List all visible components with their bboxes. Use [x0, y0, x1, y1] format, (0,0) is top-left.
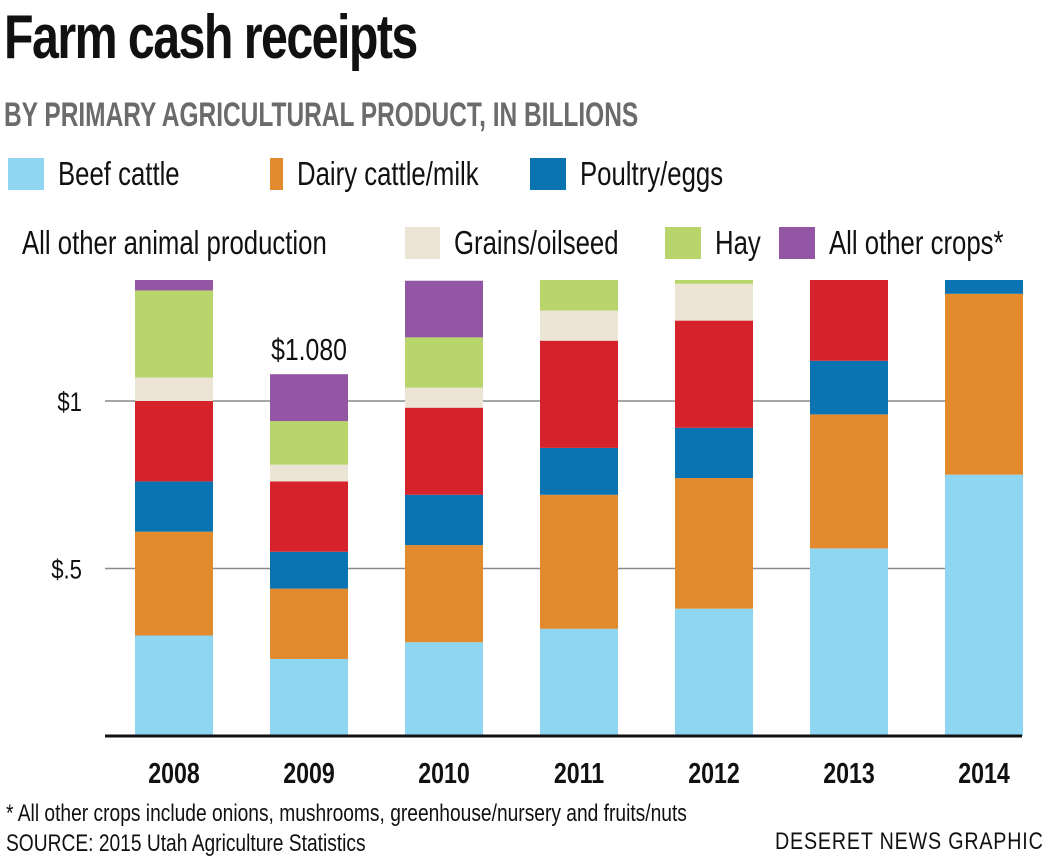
- y-tick-label-1: $1: [57, 388, 82, 418]
- bar-segment-2008-4: [135, 377, 213, 401]
- bar-segment-2010-0: [405, 642, 483, 736]
- bar-segment-2011-0: [540, 628, 618, 736]
- bar-segment-2010-4: [405, 387, 483, 408]
- x-tick-label-2013: 2013: [823, 756, 875, 789]
- bar-segment-2009-1: [270, 588, 348, 659]
- total-label-2009: $1.080: [271, 333, 347, 367]
- bar-segment-2008-0: [135, 635, 213, 736]
- x-tick-label-2008: 2008: [148, 756, 200, 789]
- bar-segment-2011-5: [540, 280, 618, 311]
- legend-label-poultry-eggs: Poultry/eggs: [580, 155, 724, 192]
- bar-segment-2009-3: [270, 481, 348, 552]
- bar-segment-2010-5: [405, 337, 483, 388]
- x-tick-label-2010: 2010: [418, 756, 470, 789]
- stacked-bar-chart: $.5$1$1.5$2$2.5$1.4732008$1.0802009$1.34…: [51, 280, 1023, 790]
- chart-title: Farm cash receipts: [4, 3, 418, 72]
- bar-segment-2009-2: [270, 551, 348, 589]
- bar-segment-2008-1: [135, 531, 213, 636]
- legend-item-hay: Hay: [665, 224, 779, 262]
- legend-swatch-grains-oilseed: [405, 227, 441, 259]
- bar-segment-2014-0: [945, 474, 1023, 736]
- x-tick-label-2012: 2012: [688, 756, 740, 789]
- bar-segment-2010-3: [405, 407, 483, 495]
- bar-segment-2011-2: [540, 447, 618, 495]
- bar-segment-2008-2: [135, 481, 213, 532]
- bar-segment-2014-1: [945, 293, 1023, 475]
- bar-segment-2012-3: [675, 320, 753, 428]
- legend-item-dairy-cattle: Dairy cattle/milk: [270, 155, 530, 193]
- legend-label-dairy-cattle: Dairy cattle/milk: [297, 155, 479, 192]
- bar-segment-2012-1: [675, 478, 753, 609]
- bar-segment-2008-3: [135, 401, 213, 482]
- bar-segment-2011-3: [540, 340, 618, 448]
- bar-segment-2010-6: [405, 280, 483, 338]
- bar-segment-2011-4: [540, 310, 618, 341]
- legend-item-beef-cattle: Beef cattle: [8, 155, 270, 193]
- bar-segment-2013-0: [810, 548, 888, 736]
- bar-segment-2009-0: [270, 658, 348, 736]
- legend-swatch-beef-cattle: [8, 158, 44, 190]
- legend-label-beef-cattle: Beef cattle: [58, 155, 180, 192]
- bar-segment-2010-2: [405, 494, 483, 546]
- legend-swatch-hay: [665, 227, 701, 259]
- legend-swatch-poultry-eggs: [530, 158, 566, 190]
- graphic-credit: DESERET NEWS GRAPHIC: [775, 828, 1044, 855]
- legend-label-grains-oilseed: Grains/oilseed: [454, 224, 619, 261]
- bar-segment-2012-0: [675, 608, 753, 736]
- x-tick-label-2014: 2014: [958, 756, 1010, 789]
- legend-label-hay: Hay: [715, 224, 761, 261]
- chart-subtitle: BY PRIMARY AGRICULTURAL PRODUCT, IN BILL…: [4, 96, 639, 134]
- legend-label-other-animal: All other animal production: [22, 224, 327, 261]
- bar-segment-2009-4: [270, 464, 348, 482]
- legend-swatch-other-crops: [779, 227, 815, 259]
- bar-segment-2008-5: [135, 290, 213, 378]
- bar-segment-2012-5: [675, 280, 753, 284]
- bar-segment-2009-6: [270, 374, 348, 422]
- legend-item-grains-oilseed: Grains/oilseed: [405, 224, 665, 262]
- bar-segment-2008-6: [135, 280, 213, 291]
- legend-row-1: Beef cattle Dairy cattle/milk Poultry/eg…: [8, 155, 763, 193]
- source-note: SOURCE: 2015 Utah Agriculture Statistics: [6, 830, 366, 857]
- bar-segment-2010-1: [405, 545, 483, 643]
- bar-segment-2014-2: [945, 280, 1023, 294]
- legend-item-other-crops: All other crops*: [779, 224, 1050, 262]
- bar-segment-2012-2: [675, 427, 753, 479]
- legend-row-2: All other animal production Grains/oilse…: [8, 224, 1050, 262]
- x-tick-label-2011: 2011: [554, 756, 604, 789]
- bar-segment-2011-1: [540, 494, 618, 629]
- legend-item-poultry-eggs: Poultry/eggs: [530, 155, 763, 193]
- bar-segment-2009-5: [270, 421, 348, 465]
- legend-item-other-animal: All other animal production: [8, 224, 405, 262]
- legend-label-other-crops: All other crops*: [829, 224, 1004, 261]
- legend-swatch-dairy-cattle: [270, 158, 284, 190]
- bar-segment-2013-1: [810, 414, 888, 549]
- footnote: * All other crops include onions, mushro…: [6, 800, 687, 827]
- bar-segment-2013-3: [810, 280, 888, 361]
- bar-segment-2012-4: [675, 283, 753, 321]
- y-tick-label-0: $.5: [51, 556, 82, 586]
- bar-segment-2013-2: [810, 360, 888, 415]
- x-tick-label-2009: 2009: [283, 756, 335, 789]
